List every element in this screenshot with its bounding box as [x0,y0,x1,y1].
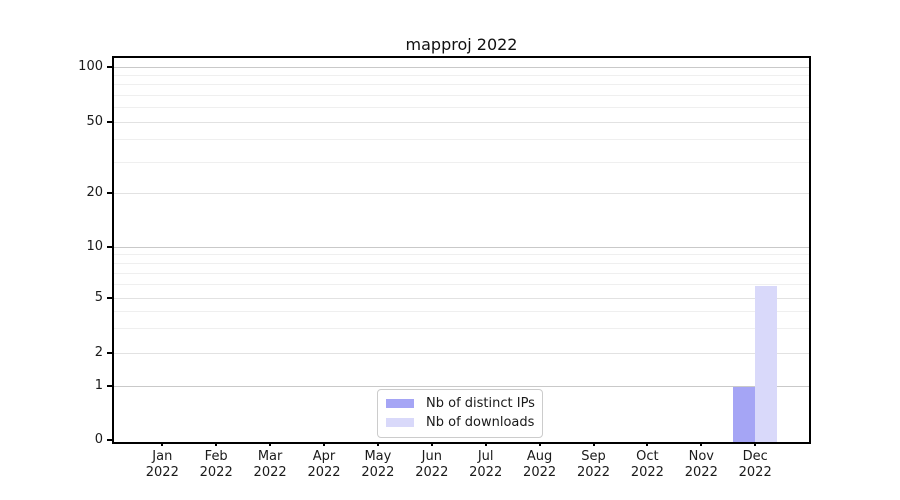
x-tick-year: 2022 [145,465,179,480]
y-minor-gridline [114,263,809,265]
x-tick-label: Jan 2022 [130,449,194,481]
x-tick-mark [538,442,541,446]
x-tick-year: 2022 [361,465,395,480]
legend-swatch [386,418,414,427]
x-tick-label: Aug 2022 [508,449,572,481]
plot-area: Nb of distinct IPs Nb of downloads [112,56,811,444]
y-tick-label: 2 [94,344,103,360]
x-tick-label: Nov 2022 [669,449,733,481]
x-tick-year: 2022 [576,465,611,480]
y-tick-label: 50 [86,114,103,129]
y-minor-gridline [114,311,809,313]
legend-label: Nb of distinct IPs [426,396,535,411]
x-tick-mark [592,442,595,446]
y-tick-label: 100 [78,58,103,74]
x-tick-year: 2022 [253,465,287,480]
x-tick-year: 2022 [684,465,718,480]
y-minor-gridline [114,95,809,97]
x-tick-year: 2022 [738,465,772,480]
y-minor-gridline [114,107,809,109]
y-tick-label: 1 [94,377,103,393]
x-tick-mark [484,442,487,446]
x-tick-mark [700,442,703,446]
x-tick-label: Apr 2022 [292,449,356,481]
x-tick-label: Feb 2022 [184,449,248,481]
y-major-gridline [114,246,809,248]
y-major-gridline [114,385,809,387]
x-tick-label: Mar 2022 [238,449,302,481]
legend-row: Nb of distinct IPs [386,394,535,413]
legend-label: Nb of downloads [426,415,535,430]
y-minor-gridline [114,74,809,76]
y-minor-gridline [114,273,809,274]
y-minor-gridline [114,284,809,286]
x-tick-label: Sep 2022 [562,449,626,481]
x-tick-mark [161,442,164,446]
y-tick-mark [107,297,112,299]
y-major-gridline [114,193,809,194]
y-major-gridline [114,122,809,123]
x-tick-label: Jul 2022 [454,449,518,481]
y-major-gridline [114,66,809,68]
y-tick-label: 20 [86,185,103,200]
y-minor-gridline [114,161,809,163]
legend-swatch [386,399,414,408]
x-tick-mark [215,442,218,446]
x-tick-label: Jun 2022 [400,449,464,481]
x-tick-label: Dec 2022 [723,449,787,481]
y-tick-mark [107,192,112,194]
x-tick-year: 2022 [415,465,449,480]
legend: Nb of distinct IPs Nb of downloads [377,389,543,438]
y-minor-gridline [114,254,809,256]
x-tick-mark [646,442,649,446]
y-minor-gridline [114,84,809,86]
y-minor-gridline [114,139,809,141]
x-tick-mark [430,442,433,446]
x-tick-mark [376,442,379,446]
y-tick-mark [107,351,112,354]
x-tick-year: 2022 [307,465,341,480]
x-tick-mark [269,442,272,446]
y-tick-label: 10 [86,238,103,254]
y-tick-mark [107,245,112,248]
y-tick-label: 0 [94,432,103,447]
x-tick-year: 2022 [199,465,233,480]
bar-downloads [755,286,778,442]
y-tick-mark [107,121,112,123]
y-tick-mark [107,384,112,387]
x-tick-year: 2022 [469,465,503,480]
chart-title: mapproj 2022 [405,35,518,54]
y-major-gridline [114,352,809,354]
x-tick-mark [323,442,325,446]
y-major-gridline [114,298,809,299]
y-tick-mark [107,65,112,68]
y-tick-mark [107,439,112,441]
y-minor-gridline [114,328,809,330]
x-tick-year: 2022 [523,465,557,480]
x-tick-label: May 2022 [346,449,410,481]
bar-distinct-ips [733,387,756,442]
x-tick-label: Oct 2022 [615,449,679,481]
x-tick-year: 2022 [630,465,664,480]
x-tick-mark [754,442,757,446]
y-tick-label: 5 [94,290,103,305]
legend-row: Nb of downloads [386,413,534,432]
